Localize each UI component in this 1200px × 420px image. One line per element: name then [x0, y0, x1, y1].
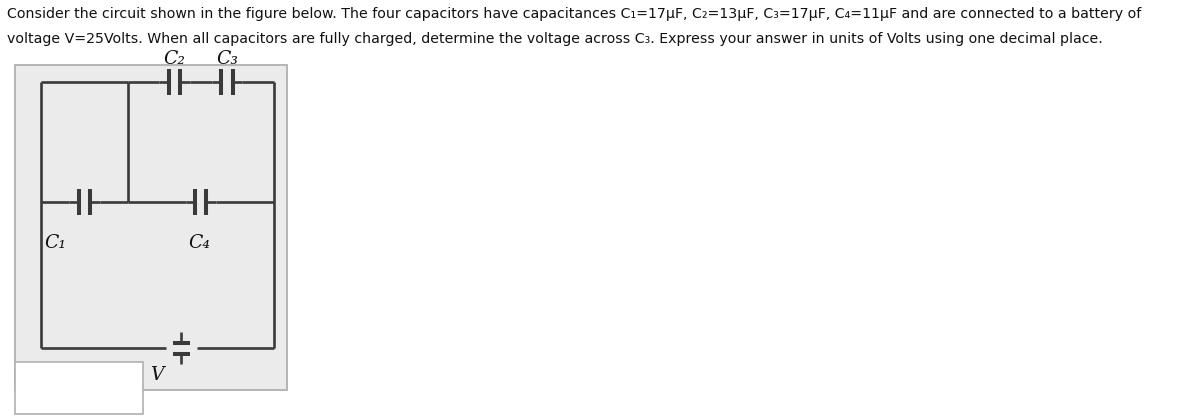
Bar: [14, 362, 143, 414]
Text: C₁: C₁: [44, 234, 66, 252]
Text: C₂: C₂: [163, 50, 186, 68]
Text: C₄: C₄: [188, 234, 210, 252]
Text: C₃: C₃: [216, 50, 238, 68]
Text: voltage V=25Volts. When all capacitors are fully charged, determine the voltage : voltage V=25Volts. When all capacitors a…: [6, 32, 1103, 46]
Text: V: V: [150, 366, 163, 384]
Bar: [14, 65, 287, 390]
Text: Consider the circuit shown in the figure below. The four capacitors have capacit: Consider the circuit shown in the figure…: [6, 7, 1141, 21]
